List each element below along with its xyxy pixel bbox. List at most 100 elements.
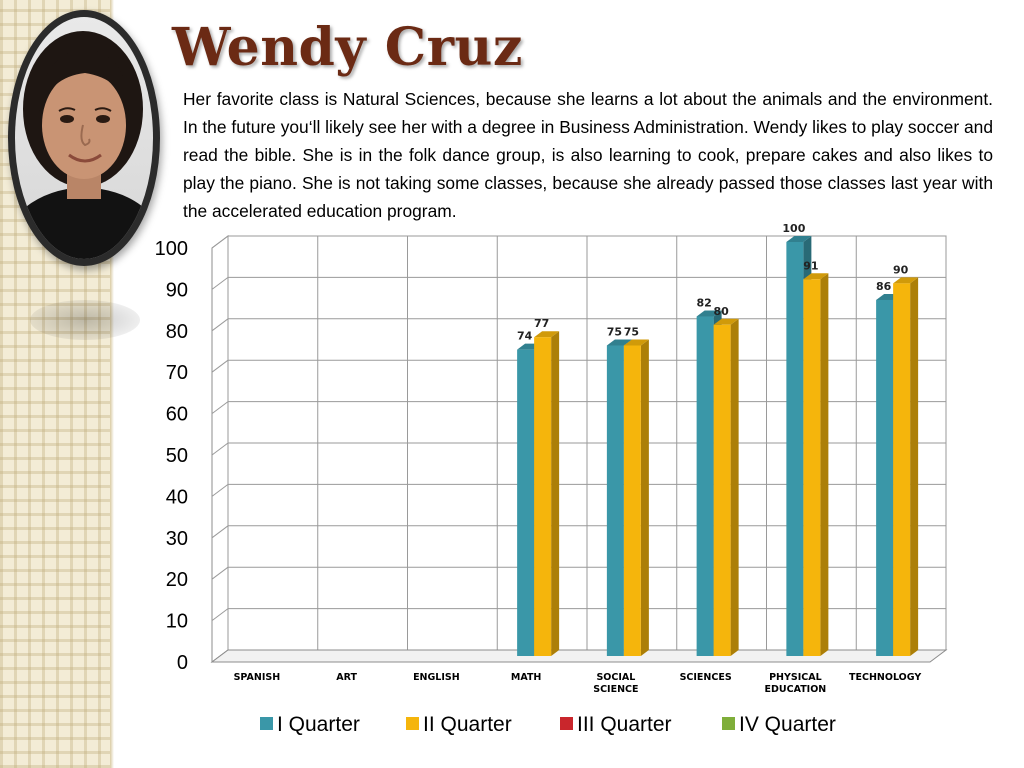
bar-front (534, 337, 552, 656)
bar-data-label: 82 (696, 297, 711, 310)
y-tick-label: 90 (166, 279, 188, 301)
gridline-side (211, 483, 229, 497)
x-tick-word: ART (336, 672, 357, 683)
y-tick-label: 100 (155, 238, 188, 260)
x-tick-word: SOCIAL (596, 672, 635, 683)
bar-side (640, 339, 649, 656)
side-strip-edge (110, 0, 114, 768)
x-tick-label: MATH (511, 672, 542, 683)
x-tick-word: PHYSICAL (769, 672, 822, 683)
bar-data-label: 80 (713, 305, 729, 318)
portrait-illustration (15, 31, 153, 259)
bar-data-label: 75 (607, 326, 622, 339)
gridline-side (211, 235, 229, 249)
bar-top (623, 339, 649, 346)
bar-front (696, 316, 714, 656)
gridline-side (211, 566, 229, 580)
gridline-side (211, 442, 229, 456)
y-tick-label: 0 (177, 652, 188, 674)
x-tick-label: PHYSICAL EDUCATION (765, 672, 827, 695)
bar-top (713, 318, 739, 325)
x-tick-word: TECHNOLOGY (849, 672, 921, 683)
legend-item: II Quarter (406, 713, 512, 736)
bar-data-label: 75 (624, 326, 639, 339)
x-tick-label: SCIENCES (680, 672, 732, 683)
chart-legend: I Quarter II Quarter III Quarter IV Quarter (260, 713, 836, 736)
x-tick-word: SCIENCE (593, 684, 638, 695)
bar-front (623, 345, 641, 656)
bar-top (696, 310, 722, 317)
bar-side (551, 331, 560, 656)
bar-data-label: 91 (803, 259, 818, 272)
x-tick-label: SPANISH (234, 672, 281, 683)
y-tick-label: 20 (166, 569, 188, 591)
gridline-side (211, 359, 229, 373)
chart-bars (517, 236, 919, 656)
gridline-side (211, 318, 229, 332)
bar-front (893, 283, 911, 656)
legend-swatch (722, 717, 735, 730)
x-tick-label: SOCIAL SCIENCE (593, 672, 638, 695)
bar-top (534, 331, 560, 338)
bar-data-label: 77 (534, 317, 549, 330)
legend-swatch (560, 717, 573, 730)
y-axis-ticks: 0 10 20 30 40 50 60 70 80 90 100 (155, 238, 188, 674)
legend-item: IV Quarter (722, 713, 836, 736)
legend-item: III Quarter (560, 713, 672, 736)
bar-data-label: 86 (876, 280, 892, 293)
x-tick-word: MATH (511, 672, 542, 683)
bar-front (606, 345, 624, 656)
y-tick-label: 40 (166, 486, 188, 508)
legend-label: III Quarter (577, 713, 672, 736)
bar-top (606, 339, 632, 346)
bar-front (803, 279, 821, 656)
chart-floor (210, 649, 948, 663)
bar-front (786, 242, 804, 656)
y-tick-label: 80 (166, 321, 188, 343)
x-tick-label: ART (336, 672, 357, 683)
page-title: Wendy Cruz (172, 17, 523, 78)
bar (803, 273, 829, 656)
gridline-side (211, 401, 229, 415)
bar-front (876, 299, 894, 656)
chart-floor-plane (210, 649, 948, 663)
y-tick-label: 60 (166, 404, 188, 426)
bar-data-label: 74 (517, 330, 533, 343)
x-tick-word: SCIENCES (680, 672, 732, 683)
x-axis-labels: SPANISH ART ENGLISH MATH SOCIAL SCIENCESCIENC… (234, 672, 922, 695)
bar-side (910, 277, 919, 656)
bar-top (893, 277, 919, 284)
x-tick-word: ENGLISH (413, 672, 460, 683)
gridline-side (211, 525, 229, 539)
bar-front (713, 324, 731, 656)
portrait-photo (15, 17, 153, 259)
bar-top (786, 236, 812, 242)
x-tick-label: ENGLISH (413, 672, 460, 683)
x-tick-label: TECHNOLOGY (849, 672, 921, 683)
gridline-side (211, 276, 229, 290)
bar-top (803, 273, 829, 280)
bar-data-label: 100 (782, 222, 805, 235)
bar-data-label: 90 (893, 263, 909, 276)
bar (534, 331, 560, 656)
y-tick-label: 70 (166, 362, 188, 384)
decorative-shadow (30, 300, 140, 340)
bar (623, 339, 649, 656)
chart-walls (211, 235, 947, 663)
bar (713, 318, 739, 656)
bar-front (517, 349, 535, 656)
legend-item: I Quarter (260, 713, 360, 736)
bar-side (820, 273, 829, 656)
gridline-side (211, 608, 229, 621)
legend-label: IV Quarter (739, 713, 836, 736)
x-tick-word: SPANISH (234, 672, 281, 683)
y-tick-label: 30 (166, 528, 188, 550)
bio-paragraph: Her favorite class is Natural Sciences, … (183, 89, 993, 221)
legend-swatch (260, 717, 273, 730)
bar-side (730, 318, 739, 656)
bar (893, 277, 919, 656)
x-tick-word: EDUCATION (765, 684, 827, 695)
y-tick-label: 10 (166, 611, 188, 633)
